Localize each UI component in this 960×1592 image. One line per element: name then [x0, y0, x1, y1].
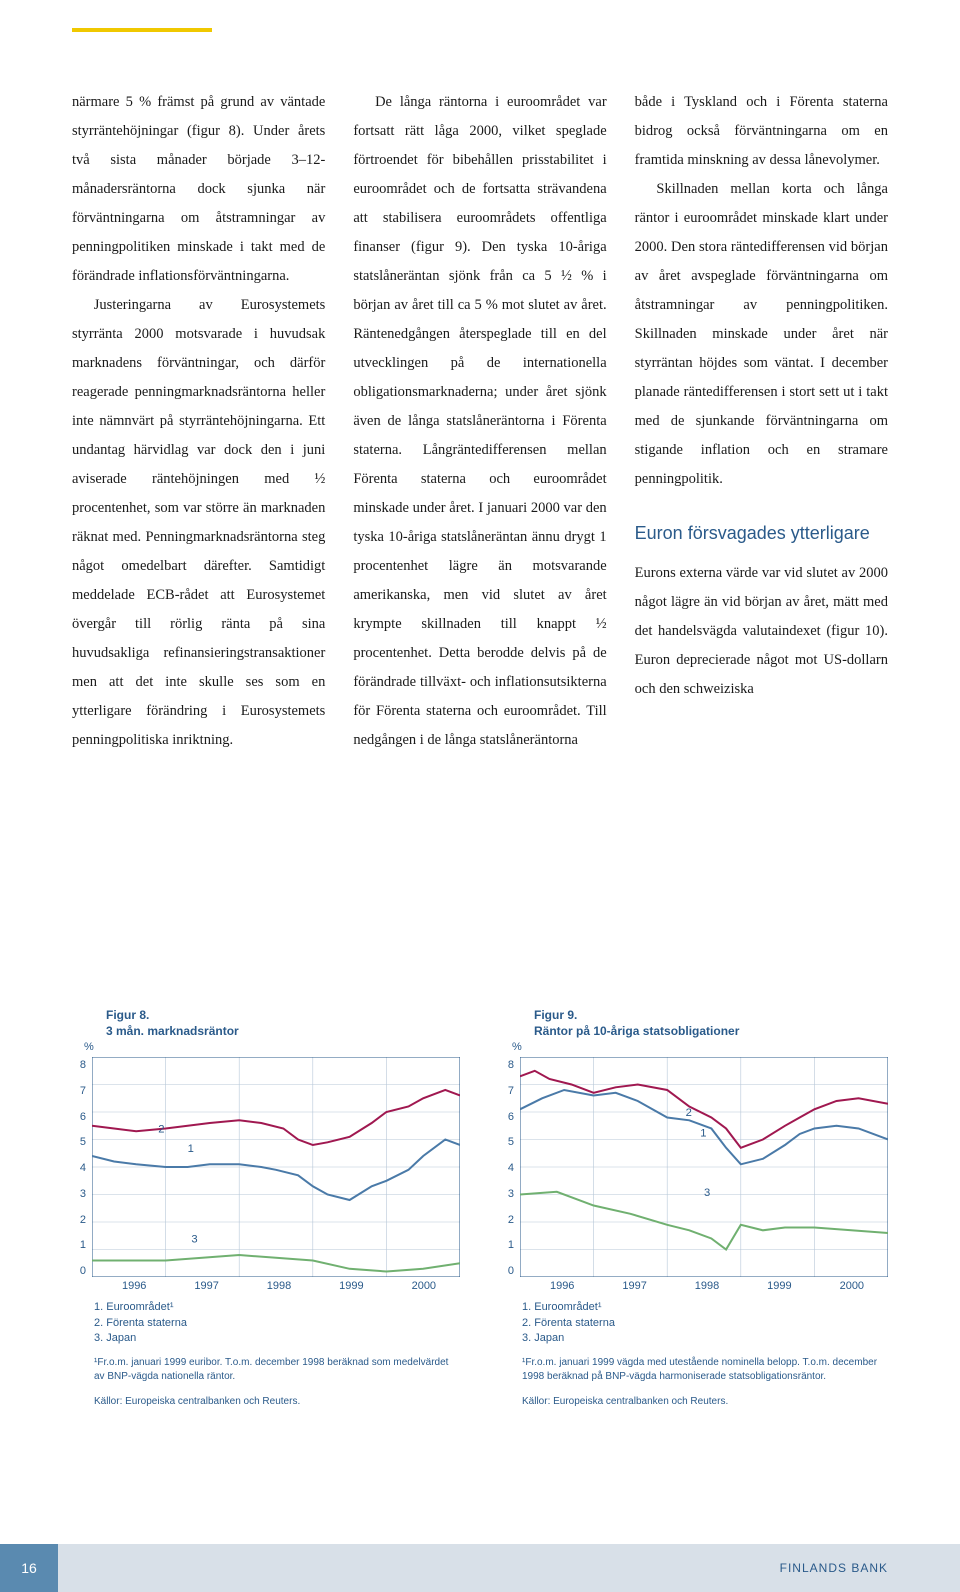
fig9-ylabel: % [512, 1041, 888, 1053]
column-2: De långa räntorna i euroområdet var fort… [353, 88, 606, 755]
fig9-legend: 1. Euroområdet¹2. Förenta staterna3. Jap… [522, 1300, 888, 1346]
column-3: både i Tyskland och i Förenta staterna b… [635, 88, 888, 755]
fig8-yticks: 876543210 [72, 1057, 92, 1277]
col1-para2: Justeringarna av Eurosystemets styrränta… [72, 291, 325, 755]
svg-text:2: 2 [686, 1107, 692, 1119]
fig9-yticks: 876543210 [500, 1057, 520, 1277]
figure-9: Figur 9. Räntor på 10-åriga statsobligat… [500, 1008, 888, 1407]
page-footer: 16 FINLANDS BANK [0, 1544, 960, 1592]
svg-text:3: 3 [704, 1187, 710, 1199]
fig9-source: Källor: Europeiska centralbanken och Reu… [522, 1396, 888, 1407]
top-accent-rule [72, 28, 212, 32]
fig8-title-line1: Figur 8. [106, 1008, 460, 1024]
fig9-title-line2: Räntor på 10-åriga statsobligationer [534, 1024, 888, 1040]
svg-text:1: 1 [700, 1128, 706, 1140]
fig9-title-line1: Figur 9. [534, 1008, 888, 1024]
col3-para2: Skillnaden mellan korta och långa räntor… [635, 175, 888, 494]
column-1: närmare 5 % främst på grund av väntade s… [72, 88, 325, 755]
body-columns: närmare 5 % främst på grund av väntade s… [72, 88, 888, 755]
svg-text:3: 3 [191, 1234, 197, 1246]
col3-para1: både i Tyskland och i Förenta staterna b… [635, 88, 888, 175]
fig9-xticks: 19961997199819992000 [520, 1280, 888, 1292]
figure-8: Figur 8. 3 mån. marknadsräntor % 8765432… [72, 1008, 460, 1407]
col3-subhead: Euron försvagades ytterligare [635, 522, 888, 545]
fig8-xticks: 19961997199819992000 [92, 1280, 460, 1292]
fig8-footnote: ¹Fr.o.m. januari 1999 euribor. T.o.m. de… [94, 1356, 460, 1384]
page-number: 16 [0, 1544, 58, 1592]
fig8-title-line2: 3 mån. marknadsräntor [106, 1024, 460, 1040]
fig9-footnote: ¹Fr.o.m. januari 1999 vägda med uteståen… [522, 1356, 888, 1384]
fig9-chart: 12 3 [520, 1057, 888, 1277]
col2-para1: De långa räntorna i euroområdet var fort… [353, 88, 606, 755]
charts-row: Figur 8. 3 mån. marknadsräntor % 8765432… [72, 1008, 888, 1407]
col3-para3: Eurons externa värde var vid slutet av 2… [635, 559, 888, 704]
fig8-legend: 1. Euroområdet¹2. Förenta staterna3. Jap… [94, 1300, 460, 1346]
fig8-source: Källor: Europeiska centralbanken och Reu… [94, 1396, 460, 1407]
svg-text:1: 1 [188, 1143, 194, 1155]
col1-para1: närmare 5 % främst på grund av väntade s… [72, 88, 325, 291]
fig8-chart: 1 2 3 [92, 1057, 460, 1277]
svg-text:2: 2 [158, 1124, 164, 1136]
fig8-ylabel: % [84, 1041, 460, 1053]
footer-bank-name: FINLANDS BANK [58, 1544, 960, 1592]
